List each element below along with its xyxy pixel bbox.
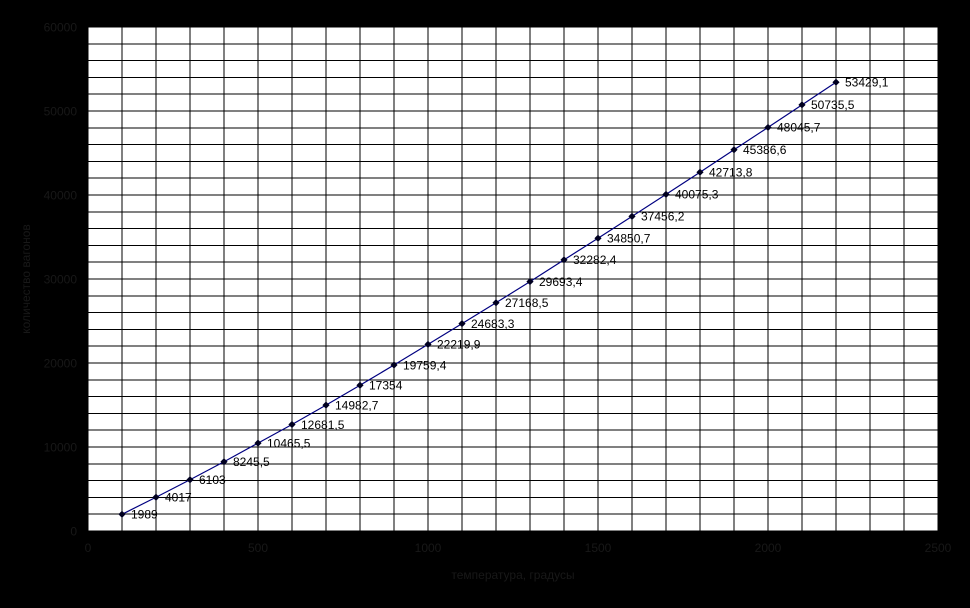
svg-text:60000: 60000 <box>44 20 78 34</box>
svg-text:24683,3: 24683,3 <box>471 317 515 331</box>
svg-text:34850,7: 34850,7 <box>607 232 651 246</box>
svg-text:10465,5: 10465,5 <box>267 436 311 450</box>
svg-text:50735,5: 50735,5 <box>811 98 855 112</box>
svg-text:4017: 4017 <box>165 491 192 505</box>
svg-text:30000: 30000 <box>44 272 78 286</box>
svg-text:2000: 2000 <box>755 541 782 555</box>
svg-text:42713,8: 42713,8 <box>709 166 753 180</box>
svg-text:количество вагонов: количество вагонов <box>19 224 33 334</box>
svg-text:22219,9: 22219,9 <box>437 338 481 352</box>
svg-text:40075,3: 40075,3 <box>675 188 719 202</box>
svg-text:2500: 2500 <box>925 541 952 555</box>
svg-text:1500: 1500 <box>585 541 612 555</box>
svg-text:40000: 40000 <box>44 188 78 202</box>
svg-text:32282,4: 32282,4 <box>573 253 617 267</box>
svg-text:37456,2: 37456,2 <box>641 210 685 224</box>
svg-text:1989: 1989 <box>131 508 158 522</box>
svg-text:17354: 17354 <box>369 379 403 393</box>
svg-text:45386,6: 45386,6 <box>743 143 787 157</box>
svg-text:48045,7: 48045,7 <box>777 121 821 135</box>
svg-text:14982,7: 14982,7 <box>335 398 379 412</box>
svg-text:29693,4: 29693,4 <box>539 275 583 289</box>
svg-text:6103: 6103 <box>199 473 226 487</box>
svg-text:50000: 50000 <box>44 104 78 118</box>
svg-text:19759,4: 19759,4 <box>403 358 447 372</box>
svg-text:500: 500 <box>248 541 268 555</box>
svg-text:0: 0 <box>70 524 77 538</box>
svg-text:8245,5: 8245,5 <box>233 455 270 469</box>
svg-text:53429,1: 53429,1 <box>845 76 889 90</box>
svg-text:20000: 20000 <box>44 356 78 370</box>
svg-text:1000: 1000 <box>415 541 442 555</box>
svg-text:10000: 10000 <box>44 440 78 454</box>
svg-text:27168,5: 27168,5 <box>505 296 549 310</box>
svg-text:температура, градусы: температура, градусы <box>451 568 574 582</box>
svg-text:0: 0 <box>85 541 92 555</box>
svg-text:12681,5: 12681,5 <box>301 418 345 432</box>
